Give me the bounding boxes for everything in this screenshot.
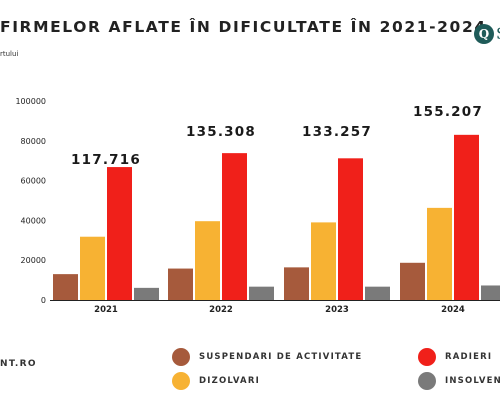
legend-item-suspendari: SUSPENDARI DE ACTIVITATE [172, 347, 362, 367]
source-label: NT.RO [0, 359, 37, 369]
legend-swatch-insolvente [418, 372, 436, 390]
logo-mark-icon: Q [474, 24, 494, 44]
logo-text: S [496, 24, 500, 44]
bar-suspendari-2024 [400, 262, 425, 300]
bar-chart: 0 20000 40000 60000 80000 100000 2021 2022 2023 2… [15, 97, 500, 315]
bar-radieri-2022 [222, 153, 247, 300]
bar-insolvente-2024 [481, 285, 500, 300]
legend-label-dizolvari: DIZOLVARI [199, 376, 260, 386]
bar-radieri-2024 [454, 134, 479, 300]
legend-label-insolvente: INSOLVEN [445, 376, 500, 386]
bar-radieri-2023 [338, 158, 363, 300]
total-label: 117.716 [71, 152, 141, 168]
x-tick-label: 2023 [325, 305, 349, 315]
x-tick-label: 2022 [209, 305, 233, 315]
legend-swatch-radieri [418, 348, 436, 366]
y-tick-label: 20000 [21, 256, 46, 265]
brand-logo: Q S [474, 21, 500, 47]
y-tick-label: 40000 [21, 216, 46, 225]
bar-radieri-2021 [107, 167, 132, 300]
legend-label-suspendari: SUSPENDARI DE ACTIVITATE [199, 352, 363, 362]
bar-insolvente-2023 [365, 286, 390, 300]
bar-insolvente-2022 [249, 286, 274, 300]
y-tick-label: 0 [41, 296, 46, 305]
bar-insolvente-2021 [134, 287, 159, 300]
bar-suspendari-2021 [53, 274, 78, 300]
chart-subtitle: rtului [0, 50, 19, 58]
bar-dizolvari-2022 [195, 221, 220, 300]
legend-swatch-dizolvari [172, 372, 190, 390]
chart-title: FIRMELOR AFLATE ÎN DIFICULTATE ÎN 2021-2… [0, 18, 487, 36]
legend-item-radieri: RADIERI [418, 347, 492, 367]
total-label: 155.207 [413, 104, 483, 120]
y-tick-label: 100000 [15, 97, 46, 106]
total-label: 135.308 [186, 124, 256, 140]
legend-label-radieri: RADIERI [445, 352, 493, 362]
legend-swatch-suspendari [172, 348, 190, 366]
legend-item-dizolvari: DIZOLVARI [172, 371, 260, 391]
x-tick-label: 2021 [94, 305, 118, 315]
bar-suspendari-2022 [168, 268, 193, 300]
bar-dizolvari-2021 [80, 236, 105, 300]
bar-suspendari-2023 [284, 267, 309, 300]
y-tick-label: 80000 [21, 137, 46, 146]
x-tick-label: 2024 [441, 305, 465, 315]
bar-dizolvari-2024 [427, 207, 452, 300]
y-tick-label: 60000 [21, 177, 46, 186]
total-label: 133.257 [302, 124, 372, 140]
bar-dizolvari-2023 [311, 222, 336, 300]
legend-item-insolvente: INSOLVEN [418, 371, 500, 391]
